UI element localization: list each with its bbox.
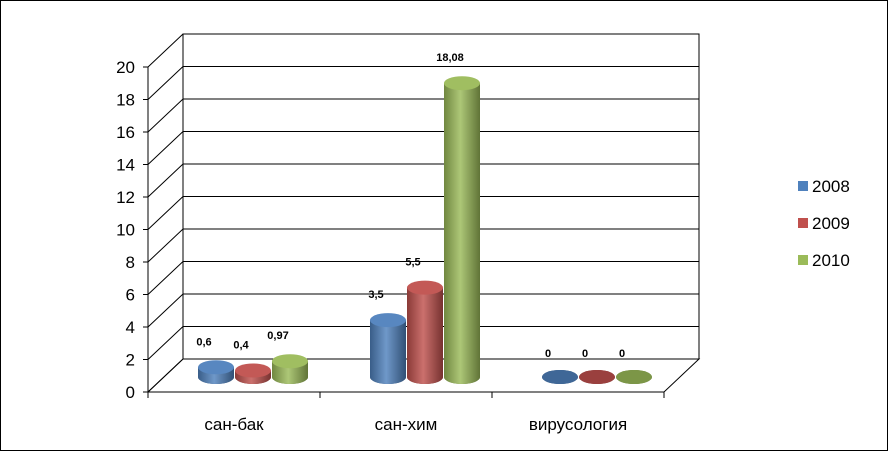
gridline [147, 326, 699, 360]
bar-top [198, 360, 234, 375]
x-tick-label: сан-хим [375, 415, 438, 434]
data-label: 3,5 [368, 289, 383, 301]
data-labels: 0,6 0,4 0,97 3,5 5,5 18,08 0 0 0 [196, 52, 625, 360]
y-tick-label: 18 [116, 91, 135, 110]
bar-2009-вирусология[interactable] [579, 370, 615, 384]
x-tick-label: вирусология [529, 415, 627, 434]
axes: 0 2 4 6 8 10 12 14 16 18 20 сан-бак сан-хим вирусолог… [116, 58, 665, 434]
y-tick-label: 2 [126, 351, 135, 370]
legend-swatch [798, 181, 808, 191]
legend-swatch [798, 255, 808, 265]
y-tick-label: 20 [116, 58, 135, 77]
y-tick-label: 14 [116, 156, 135, 175]
legend-swatch [798, 218, 808, 228]
bar-2009-сан-хим[interactable] [407, 280, 443, 384]
bar-2010-вирусология[interactable] [616, 370, 652, 384]
y-tick-label: 6 [126, 286, 135, 305]
gridline [147, 66, 699, 100]
y-tick-label: 4 [126, 318, 135, 337]
gridline [147, 358, 699, 393]
bar-2008-сан-бак[interactable] [198, 360, 234, 384]
bar-body [370, 320, 406, 384]
data-label: 0 [545, 348, 551, 360]
bar-top [616, 370, 652, 384]
legend-label: 2009 [812, 214, 850, 233]
legend-label: 2010 [812, 251, 850, 270]
gridline [147, 196, 699, 230]
data-label: 0 [582, 348, 588, 360]
y-tick-label: 8 [126, 253, 135, 272]
data-label: 0 [619, 348, 625, 360]
gridline [147, 293, 699, 328]
x-tick-label: сан-бак [204, 415, 264, 434]
legend-label: 2008 [812, 177, 850, 196]
bar-body [444, 83, 480, 384]
gridline [147, 33, 699, 68]
data-label: 0,4 [233, 340, 249, 352]
legend-item-2009[interactable]: 2009 [798, 214, 850, 233]
data-label: 0,97 [267, 330, 288, 342]
data-label: 0,6 [196, 336, 211, 348]
bar-2009-сан-бак[interactable] [235, 363, 271, 385]
gridline [147, 163, 699, 198]
y-tick-label: 10 [116, 221, 135, 240]
y-tick-label: 0 [126, 383, 135, 402]
bar-top [542, 370, 578, 384]
gridline [147, 131, 699, 165]
bar-top [235, 363, 271, 378]
data-label: 5,5 [405, 257, 420, 269]
bar-body [407, 287, 443, 384]
bar-2010-сан-бак[interactable] [272, 354, 308, 384]
y-tick-label: 16 [116, 123, 135, 142]
bar-2008-сан-хим[interactable] [370, 313, 406, 384]
bar-top [407, 280, 443, 295]
gridlines [147, 33, 699, 393]
bar-2008-вирусология[interactable] [542, 370, 578, 384]
bar-2010-сан-хим[interactable] [444, 76, 480, 384]
bar-top [370, 313, 406, 328]
legend-item-2010[interactable]: 2010 [798, 251, 850, 270]
legend-item-2008[interactable]: 2008 [798, 177, 850, 196]
data-label: 18,08 [436, 52, 464, 64]
bar-top [444, 76, 480, 91]
gridline [147, 98, 699, 133]
gridline [147, 228, 699, 263]
bar-top [579, 370, 615, 384]
legend[interactable]: 2008 2009 2010 [798, 177, 850, 270]
y-tick-label: 12 [116, 188, 135, 207]
gridline [147, 261, 699, 295]
bar-top [272, 354, 308, 369]
bars [198, 76, 652, 384]
